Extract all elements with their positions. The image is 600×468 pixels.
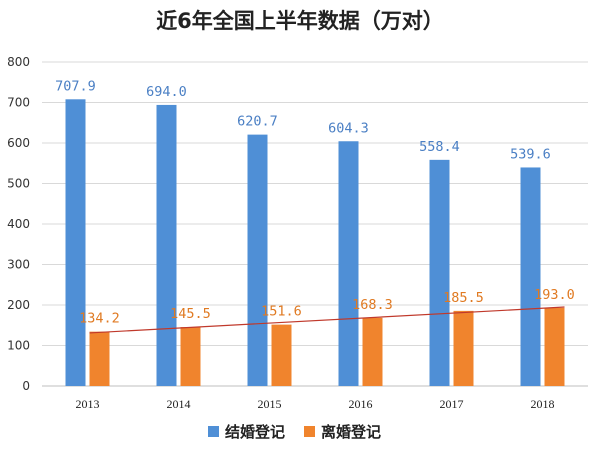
y-tick-label: 700	[7, 96, 30, 110]
bars	[65, 99, 565, 387]
data-labels: 707.9 694.0 620.7 604.3 558.4 539.6 134.2 145.5…	[55, 78, 575, 326]
bar-结婚登记-2017	[429, 159, 450, 386]
data-label: 694.0	[146, 84, 187, 100]
bar-离婚登记-2015	[271, 324, 292, 386]
data-label: 145.5	[170, 306, 211, 322]
legend: 结婚登记 离婚登记	[208, 423, 381, 441]
legend-swatch	[208, 426, 219, 437]
bar-结婚登记-2014	[156, 104, 177, 387]
bar-结婚登记-2015	[247, 134, 268, 386]
data-label: 558.4	[419, 139, 460, 155]
data-label: 151.6	[261, 304, 302, 320]
trendline-group	[89, 306, 565, 334]
x-tick-label: 2013	[76, 397, 100, 411]
x-axis-tick-labels: 2013 2014 2015 2016 2017 2018	[76, 397, 555, 411]
data-label: 539.6	[510, 146, 551, 162]
y-tick-label: 200	[7, 298, 30, 312]
grid-lines	[42, 61, 588, 387]
data-label: 168.3	[352, 297, 393, 313]
data-label: 193.0	[534, 287, 575, 303]
bar-离婚登记-2016	[362, 317, 383, 386]
y-tick-label: 300	[7, 258, 30, 272]
x-tick-label: 2015	[258, 397, 282, 411]
bar-离婚登记-2013	[89, 331, 110, 386]
data-label: 185.5	[443, 290, 484, 306]
data-label: 707.9	[55, 78, 96, 94]
legend-label: 离婚登记	[321, 423, 381, 441]
chart-title: 近6年全国上半年数据（万对）	[156, 9, 444, 33]
bar-离婚登记-2014	[180, 327, 201, 386]
y-tick-label: 500	[7, 177, 30, 191]
y-tick-label: 600	[7, 136, 30, 150]
x-tick-label: 2016	[349, 397, 373, 411]
bar-结婚登记-2013	[65, 99, 86, 386]
bar-结婚登记-2018	[520, 167, 541, 386]
y-tick-label: 0	[22, 379, 30, 393]
data-label: 134.2	[79, 311, 120, 327]
y-tick-label: 800	[7, 55, 30, 69]
bar-离婚登记-2018	[544, 307, 565, 386]
y-axis-tick-labels: 0 100 200 300 400 500 600 700 800	[7, 55, 30, 393]
x-tick-label: 2017	[440, 397, 464, 411]
x-tick-label: 2014	[167, 397, 191, 411]
legend-swatch	[304, 426, 315, 437]
y-tick-label: 100	[7, 339, 30, 353]
bar-离婚登记-2017	[453, 310, 474, 386]
y-tick-label: 400	[7, 217, 30, 231]
x-tick-label: 2018	[531, 397, 555, 411]
trendline	[89, 306, 565, 334]
legend-label: 结婚登记	[225, 423, 285, 441]
data-label: 620.7	[237, 114, 278, 130]
bar-结婚登记-2016	[338, 141, 359, 386]
data-label: 604.3	[328, 120, 369, 136]
